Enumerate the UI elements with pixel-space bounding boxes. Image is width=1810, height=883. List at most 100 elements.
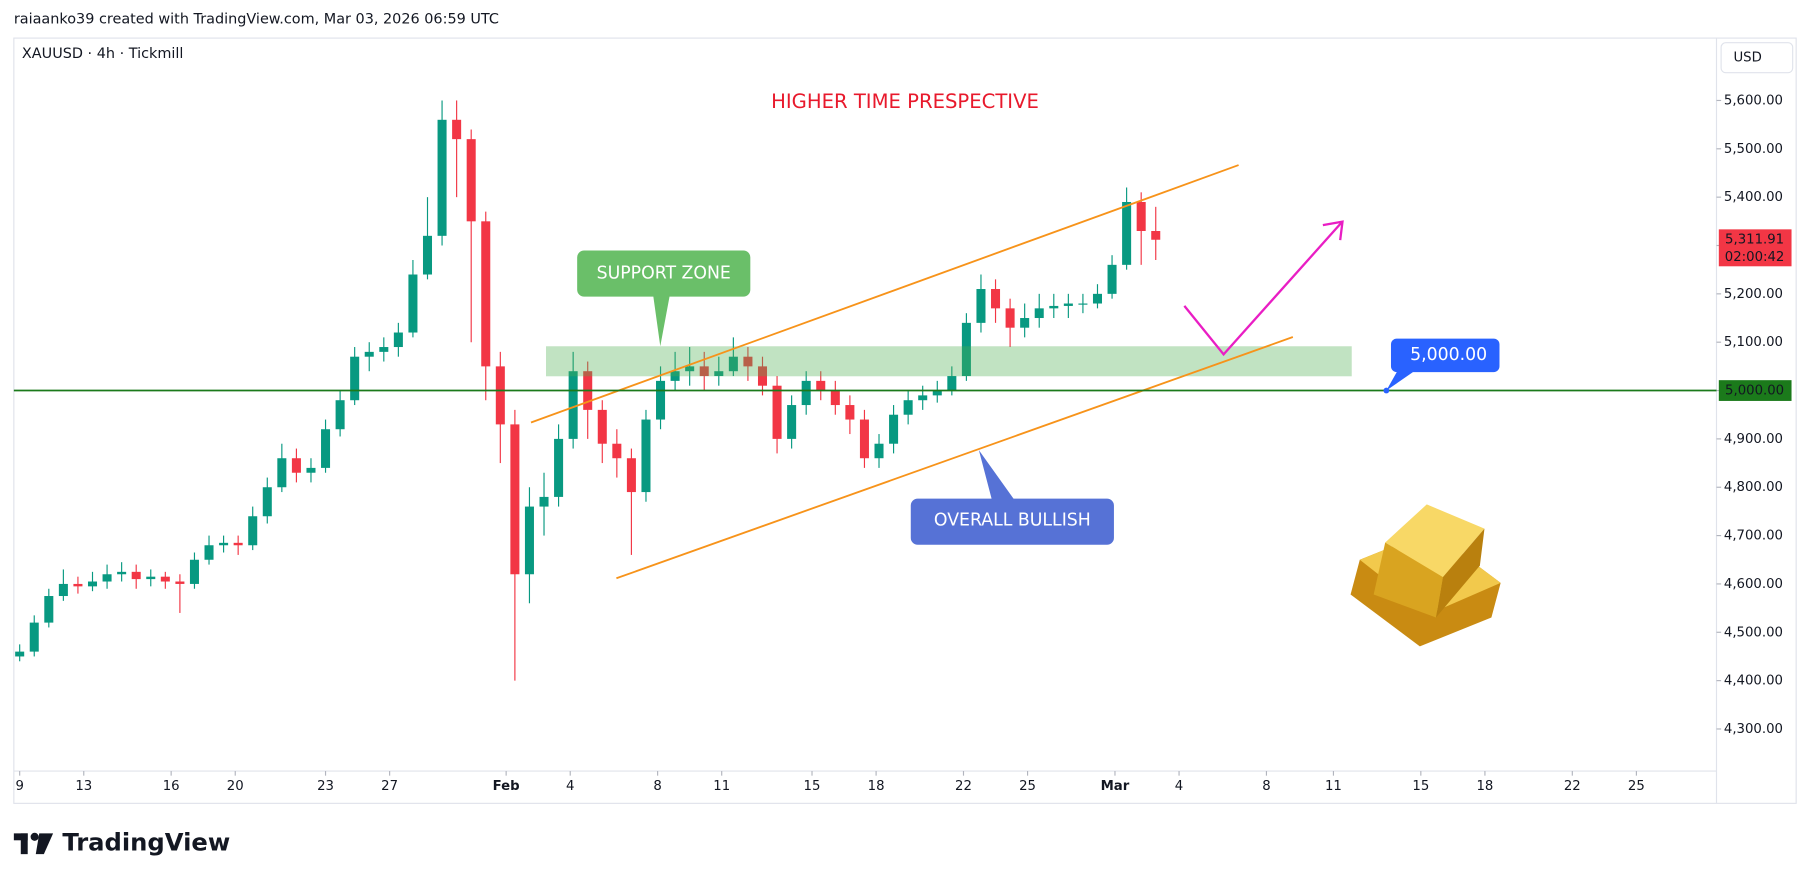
projection-arrow [1183,222,1343,357]
candle-body [510,424,520,575]
candle-body [976,289,986,323]
candle-body [903,400,913,415]
candle-body [568,371,578,439]
candle-body [685,366,695,372]
last-price-bg [1718,229,1792,267]
candle-body [699,366,709,377]
y-tick-label: 4,900.00 [1724,432,1783,447]
frame [13,37,1797,804]
candle-body [160,576,170,582]
channel-line [530,164,1239,424]
x-tick-label: 8 [1262,779,1270,794]
candle-body [889,414,899,444]
x-tick-label: Feb [493,779,520,794]
candle-body [1151,230,1161,240]
symbol: XAUUSD · 4h · Tickmill [22,46,184,62]
arrow-head [1322,220,1344,241]
candle-body [408,274,418,333]
x-tick-label: Mar [1101,779,1130,794]
callout [577,250,751,347]
candle-body [801,380,811,406]
candle-body [146,576,156,580]
candle-body [1092,293,1103,304]
candle-body [1063,303,1073,306]
x-tick-label: 22 [1564,779,1581,794]
candle-body [15,651,25,657]
level-axis-label: 5,000.00 [1725,384,1784,399]
logo-text: TradingView [62,828,230,857]
x-tick-label: 4 [1175,779,1183,794]
x-tick-label: 13 [75,779,92,794]
x-tick-label: 15 [1412,779,1429,794]
candle-body [277,458,287,488]
candle-body [524,506,534,575]
candle-body [189,559,199,584]
candle-body [379,347,389,352]
countdown: 02:00:42 [1725,250,1785,265]
candle-body [554,438,564,497]
candle-body [670,371,680,381]
y-tick-label: 5,400.00 [1724,190,1783,205]
candle-body [335,400,345,430]
candle-body [656,380,666,420]
level-callout [1386,338,1500,391]
candle-body [204,545,214,560]
candle-body [626,458,636,493]
candle-body [248,516,258,546]
candle-body [481,221,491,367]
x-tick-label: 16 [163,779,180,794]
candle-body [364,351,374,357]
candle-body [1020,318,1030,328]
callout [910,450,1114,545]
y-tick-label: 5,100.00 [1724,335,1783,350]
candle-body [466,139,476,222]
candle-body [306,467,316,473]
logo: TradingView [13,828,230,857]
candle-body [73,583,83,587]
x-tick-label: 15 [804,779,821,794]
y-tick-label: 4,300.00 [1724,722,1783,737]
candle-body [874,443,884,459]
currency-box[interactable] [1720,42,1794,74]
y-tick-label: 4,800.00 [1724,480,1783,495]
candle-body [422,235,433,275]
x-tick-label: 11 [1325,779,1342,794]
candle-body [262,487,272,517]
x-tick-label: 18 [868,779,885,794]
candle-body [714,371,724,377]
candle-body [1107,264,1117,294]
candle-body [58,583,68,597]
candle-body [641,419,651,493]
candle-body [1049,305,1059,309]
candle-body [1034,308,1044,319]
candle-body [1122,201,1132,265]
header: raiaanko39 created with TradingView.com,… [14,12,499,28]
candle-body [772,385,782,439]
candle-body [102,574,112,582]
x-tick-label: 9 [15,779,23,794]
candle-body [845,405,855,420]
y-tick-label: 4,500.00 [1724,625,1783,640]
x-tick-label: 18 [1476,779,1493,794]
x-tick-label: 20 [227,779,244,794]
candle-body [29,622,39,652]
candle-body [539,496,549,507]
gold-bars-icon [1350,504,1501,647]
channel-line [616,336,1294,580]
level-axis-label-bg [1718,380,1792,401]
x-tick-label: 25 [1019,779,1036,794]
candle-body [437,119,447,236]
candle-body [393,332,403,348]
candle-body [131,571,141,580]
candle-body [787,405,797,439]
candle-body [495,366,505,425]
candle-body [117,571,127,575]
annotation: OVERALL BULLISH [934,511,1091,531]
candle-body [728,356,738,372]
y-tick-label: 4,600.00 [1724,577,1783,592]
candle-body [830,390,840,406]
last-price-label: 5,311.91 [1725,233,1784,248]
candle-body [321,429,331,468]
candle-body [743,356,753,367]
